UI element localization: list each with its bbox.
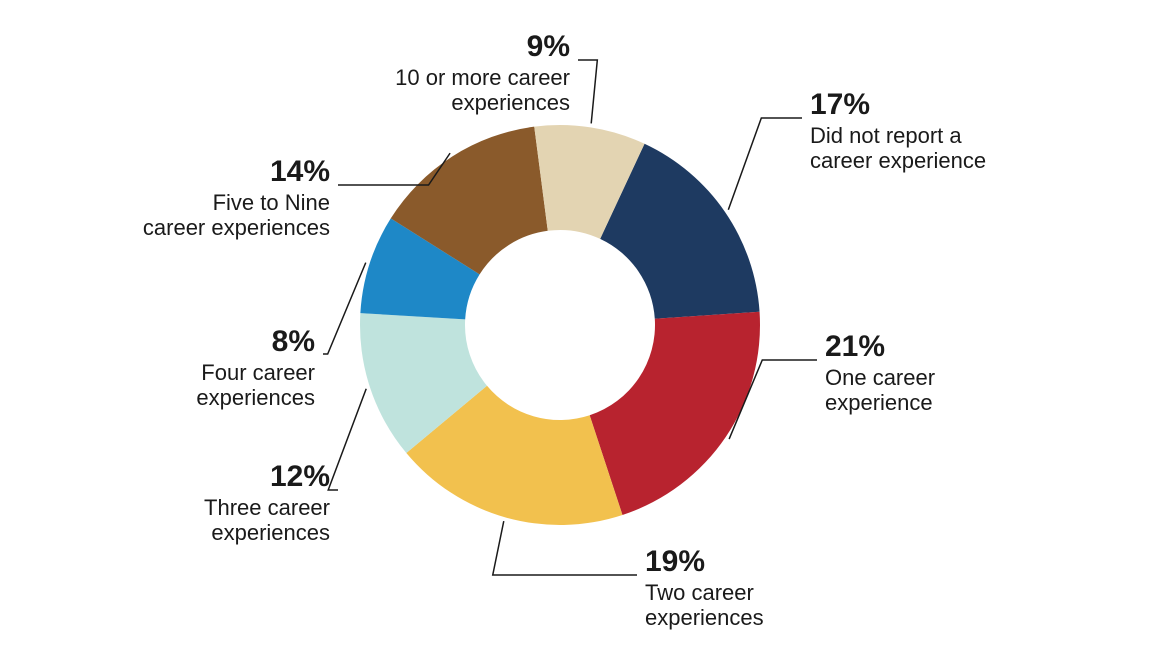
donut-chart: 17%Did not report acareer experience 21%O… (0, 0, 1160, 653)
leader-line (728, 118, 802, 210)
slice-percent: 9% (330, 30, 570, 65)
slice-percent: 14% (90, 155, 330, 190)
donut-slice (590, 312, 760, 515)
slice-percent: 8% (105, 325, 315, 360)
leader-line (328, 389, 366, 490)
slice-text-line: Two career (645, 580, 865, 605)
slice-label: 12%Three careerexperiences (120, 460, 330, 545)
slice-text-line: Four career (105, 360, 315, 385)
slice-percent: 21% (825, 330, 1045, 365)
leader-line (323, 263, 366, 354)
slice-percent: 12% (120, 460, 330, 495)
slice-text-line: One career (825, 365, 1045, 390)
slice-label: 17%Did not report acareer experience (810, 88, 1080, 173)
slice-label: 19%Two careerexperiences (645, 545, 865, 630)
slice-percent: 19% (645, 545, 865, 580)
slice-text-line: experience (825, 390, 1045, 415)
slice-text-line: career experiences (90, 215, 330, 240)
leader-line (578, 60, 597, 123)
slice-text-line: experiences (645, 605, 865, 630)
slice-percent: 17% (810, 88, 1080, 123)
slice-label: 9%10 or more careerexperiences (330, 30, 570, 115)
leader-line (493, 521, 637, 575)
slice-text-line: career experience (810, 148, 1080, 173)
slice-text-line: experiences (120, 520, 330, 545)
slice-text-line: Five to Nine (90, 190, 330, 215)
slice-label: 14%Five to Ninecareer experiences (90, 155, 330, 240)
slice-text-line: Three career (120, 495, 330, 520)
slice-text-line: 10 or more career (330, 65, 570, 90)
slice-text-line: Did not report a (810, 123, 1080, 148)
slice-label: 8%Four careerexperiences (105, 325, 315, 410)
slice-label: 21%One careerexperience (825, 330, 1045, 415)
slice-text-line: experiences (330, 90, 570, 115)
slice-text-line: experiences (105, 385, 315, 410)
